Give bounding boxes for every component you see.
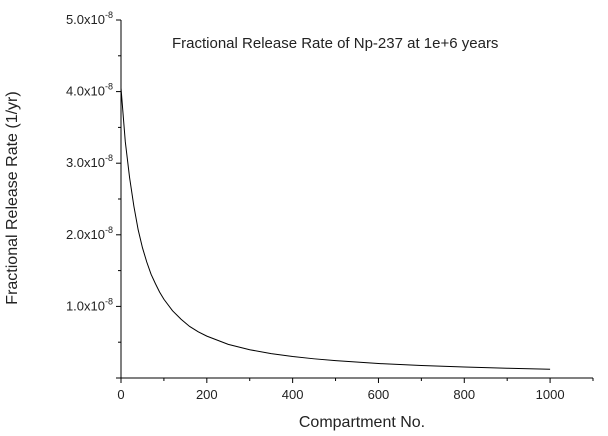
y-tick-label: 4.0x10-8: [66, 82, 113, 99]
x-tick-label: 400: [282, 387, 304, 402]
x-tick-label: 600: [368, 387, 390, 402]
series-layer: [120, 87, 551, 370]
y-tick-label: 5.0x10-8: [66, 10, 113, 27]
y-axis-title: Fractional Release Rate (1/yr): [4, 91, 21, 304]
x-tick-label: 0: [117, 387, 124, 402]
y-axis-ticks: 1.0x10-8 2.0x10-8 3.0x10-8 4.0x10-8 5.0x10-8: [66, 10, 121, 379]
x-tick-label: 1000: [536, 387, 565, 402]
y-tick-label: 1.0x10-8: [66, 296, 113, 313]
y-tick-label: 2.0x10-8: [66, 225, 113, 242]
x-axis-title: Compartment No.: [299, 414, 425, 431]
series-line: [120, 87, 551, 370]
x-tick-label: 800: [453, 387, 475, 402]
y-tick-label: 3.0x10-8: [66, 153, 113, 170]
plot-frame: [120, 20, 593, 379]
x-axis-ticks: 0 200 400 600 800 1000: [117, 378, 594, 402]
chart-title: Fractional Release Rate of Np-237 at 1e+…: [172, 35, 498, 52]
x-tick-label: 200: [196, 387, 218, 402]
